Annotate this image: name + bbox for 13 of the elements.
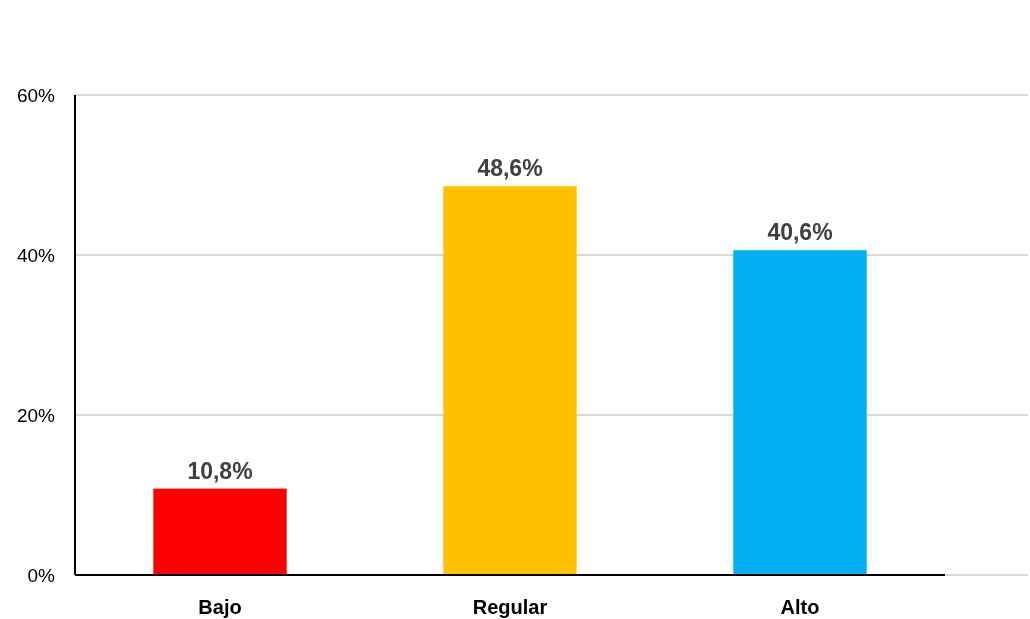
x-tick-label: Alto [780,596,820,618]
data-label: 10,8% [187,457,253,484]
y-tick-label: 20% [16,404,56,426]
bar [153,488,287,575]
data-label: 48,6% [477,155,543,182]
data-label: 40,6% [767,219,833,246]
y-tick-label: 40% [16,244,56,266]
x-tick-label: Bajo [198,596,242,618]
y-tick-label: 60% [16,84,56,106]
bar [443,186,577,575]
bar [733,250,867,575]
y-tick-label: 0% [27,564,56,586]
x-tick-label: Regular [472,596,548,618]
